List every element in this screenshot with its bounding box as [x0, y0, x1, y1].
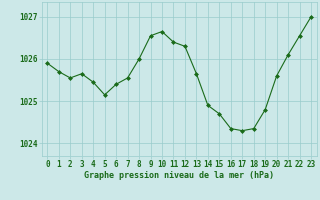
X-axis label: Graphe pression niveau de la mer (hPa): Graphe pression niveau de la mer (hPa): [84, 171, 274, 180]
